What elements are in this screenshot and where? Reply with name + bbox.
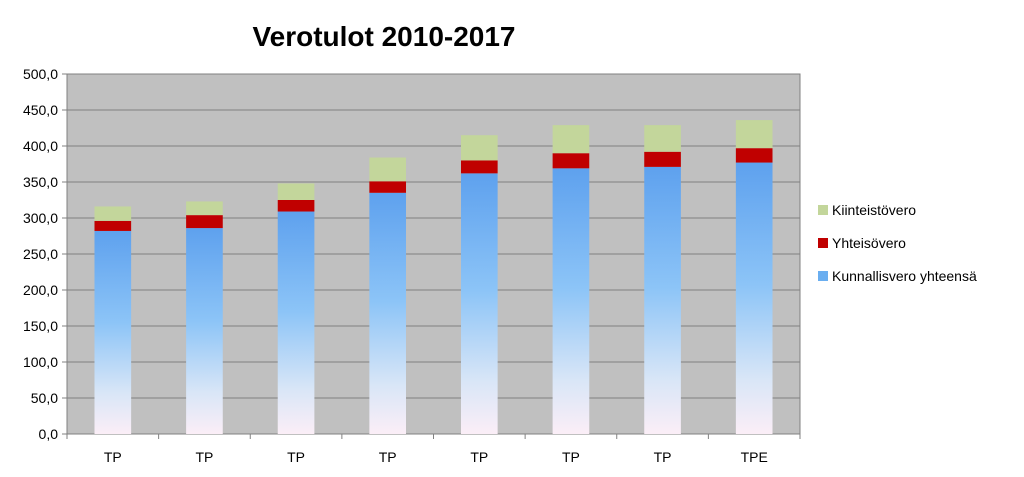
bar-yhteis-vero bbox=[735, 148, 773, 163]
legend-label: Yhteisövero bbox=[832, 235, 906, 251]
legend-label: Kunnallisvero yhteensä bbox=[832, 268, 977, 284]
bar-yhteis-vero bbox=[94, 220, 132, 231]
x-tick-label: TP bbox=[562, 449, 580, 465]
x-tick-label: TP bbox=[287, 449, 305, 465]
bar-kiinteist-vero bbox=[644, 125, 681, 152]
y-tick-label: 300,0 bbox=[23, 210, 58, 226]
bar-kunnallisvero-yhteens- bbox=[94, 230, 132, 434]
bar-yhteis-vero bbox=[460, 160, 498, 174]
y-tick-label: 150,0 bbox=[23, 318, 58, 334]
x-tick-label: TP bbox=[379, 449, 397, 465]
bar-yhteis-vero bbox=[644, 151, 681, 167]
bar-kunnallisvero-yhteens- bbox=[644, 166, 681, 434]
legend-swatch bbox=[818, 271, 828, 281]
x-axis: TP TP TP TP TP TP TP TPE bbox=[66, 434, 801, 465]
x-tick-label: TP bbox=[654, 449, 672, 465]
y-tick-label: 0,0 bbox=[39, 426, 59, 442]
chart-title: Verotulot 2010-2017 bbox=[252, 21, 515, 52]
x-tick-label: TPE bbox=[741, 449, 768, 465]
x-tick-label: TP bbox=[195, 449, 213, 465]
bar-kunnallisvero-yhteens- bbox=[552, 168, 590, 434]
bar-kiinteist-vero bbox=[277, 183, 315, 200]
legend-swatch bbox=[818, 205, 828, 215]
x-tick-label: TP bbox=[104, 449, 122, 465]
bar-kiinteist-vero bbox=[735, 120, 773, 149]
bar-kunnallisvero-yhteens- bbox=[277, 211, 315, 434]
bar-yhteis-vero bbox=[552, 153, 590, 169]
y-tick-label: 200,0 bbox=[23, 282, 58, 298]
bar-kunnallisvero-yhteens- bbox=[460, 173, 498, 435]
bar-kiinteist-vero bbox=[369, 157, 407, 182]
bar-kunnallisvero-yhteens- bbox=[369, 192, 407, 434]
legend: Kiinteistövero Yhteisövero Kunnallisvero y… bbox=[818, 202, 977, 284]
y-tick-label: 400,0 bbox=[23, 138, 58, 154]
y-tick-label: 450,0 bbox=[23, 102, 58, 118]
bar-kunnallisvero-yhteens- bbox=[186, 228, 223, 434]
bar-kiinteist-vero bbox=[460, 135, 498, 161]
y-tick-label: 500,0 bbox=[23, 66, 58, 82]
legend-label: Kiinteistövero bbox=[832, 202, 916, 218]
bar-kiinteist-vero bbox=[552, 125, 590, 154]
bar-kunnallisvero-yhteens- bbox=[735, 162, 773, 434]
bars bbox=[94, 120, 773, 435]
legend-swatch bbox=[818, 238, 828, 248]
bar-yhteis-vero bbox=[186, 215, 223, 229]
bar-yhteis-vero bbox=[277, 200, 315, 212]
bar-yhteis-vero bbox=[369, 181, 407, 193]
x-tick-label: TP bbox=[470, 449, 488, 465]
y-tick-label: 100,0 bbox=[23, 354, 58, 370]
bar-kiinteist-vero bbox=[94, 206, 132, 221]
y-tick-label: 250,0 bbox=[23, 246, 58, 262]
y-tick-label: 350,0 bbox=[23, 174, 58, 190]
y-axis: 0,0 50,0 100,0 150,0 200,0 250,0 300,0 350,0 400… bbox=[23, 66, 67, 442]
y-tick-label: 50,0 bbox=[31, 390, 58, 406]
bar-kiinteist-vero bbox=[186, 201, 223, 216]
